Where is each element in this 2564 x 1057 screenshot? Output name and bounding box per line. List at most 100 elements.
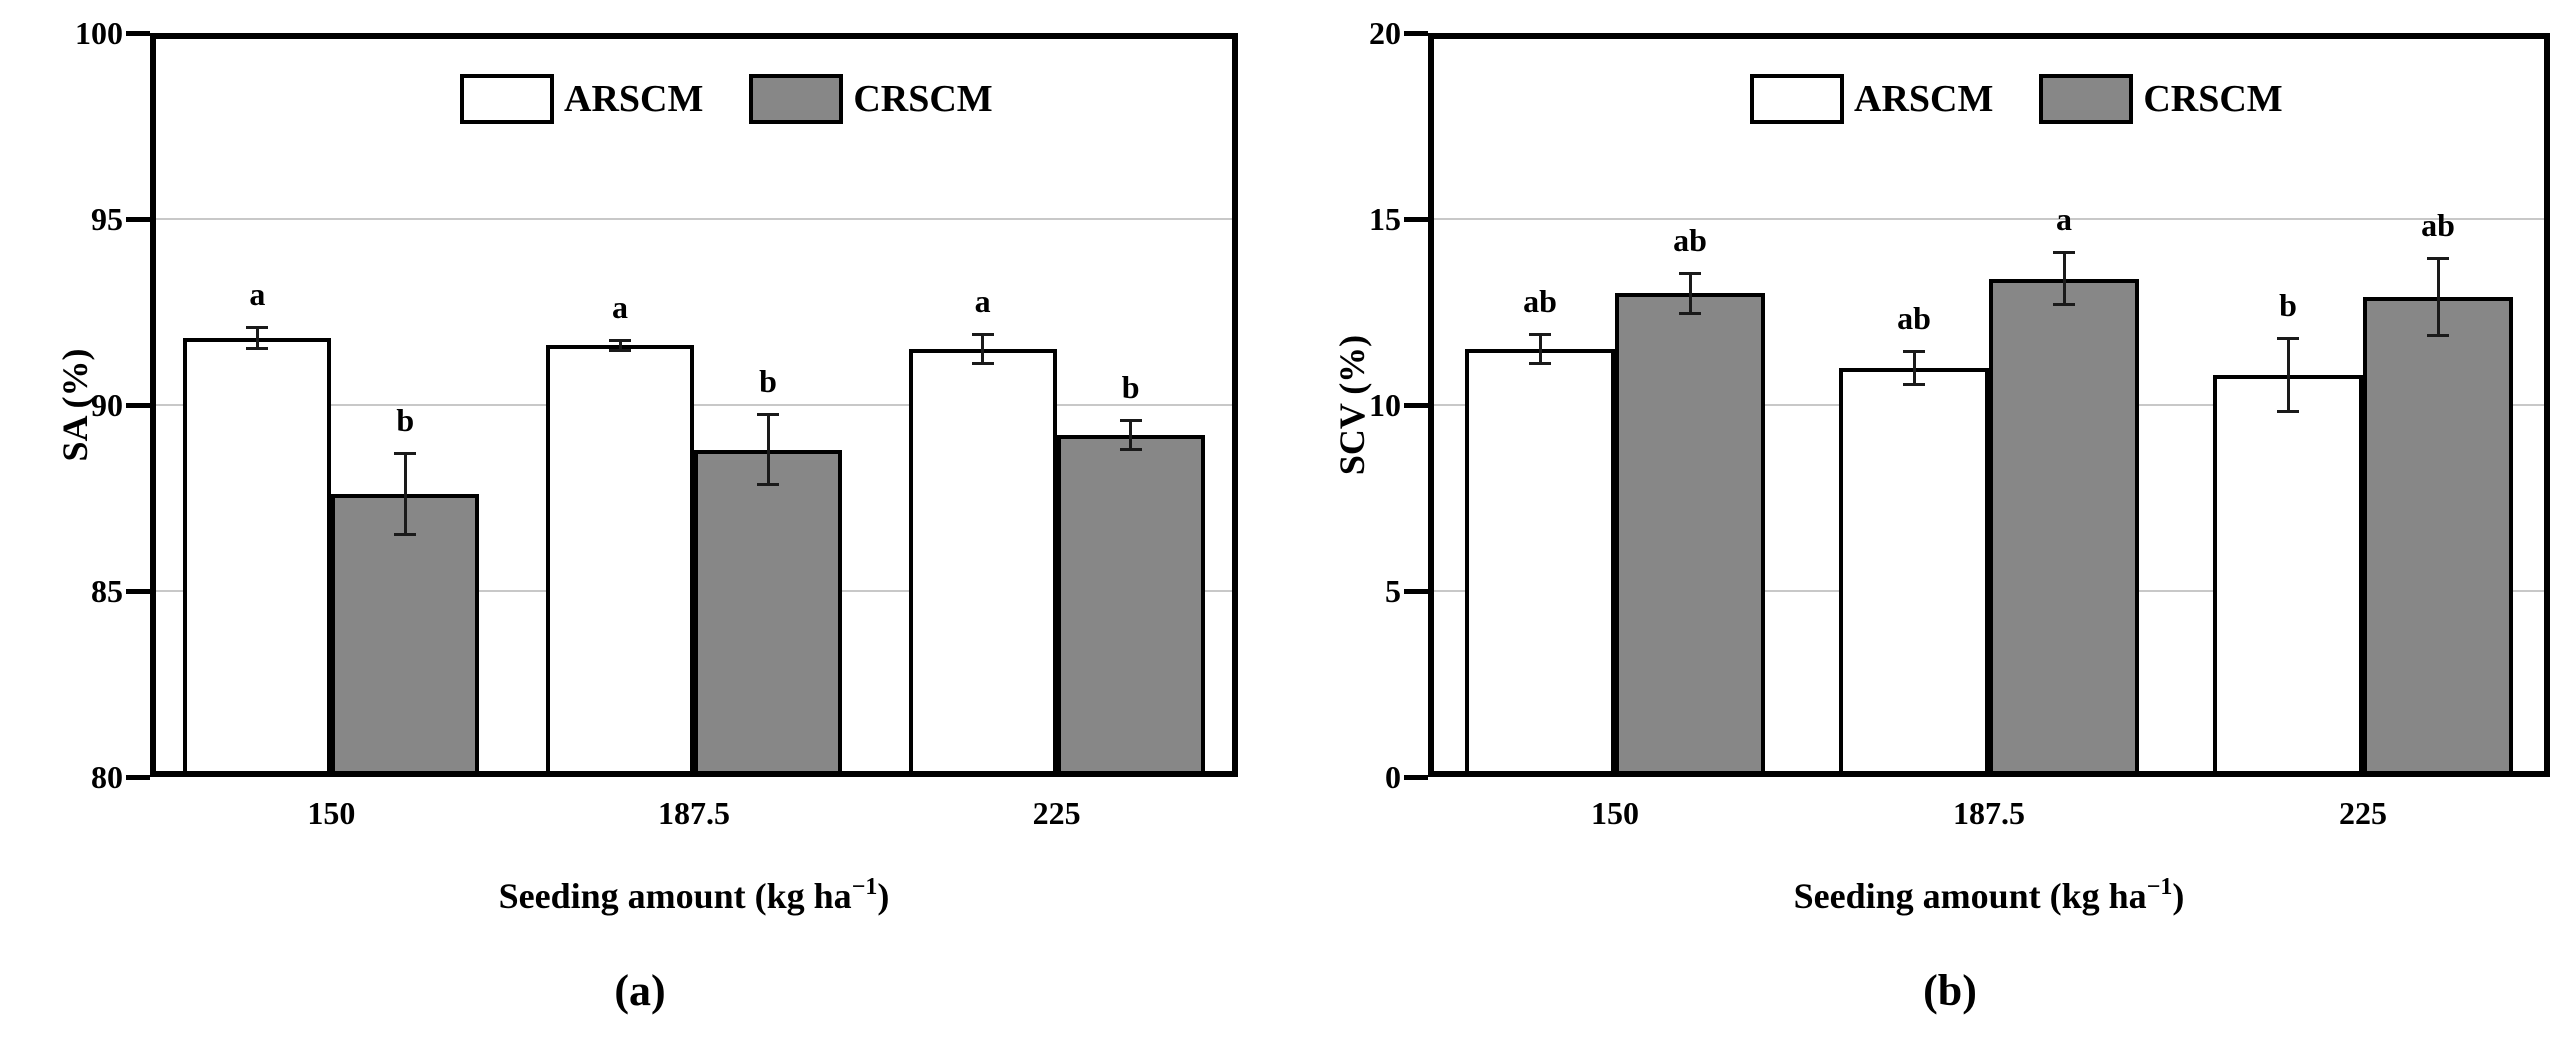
legend-label-crscm: CRSCM	[2143, 78, 2283, 120]
plot-area-b	[1428, 33, 2550, 777]
x-tick-label-225: 225	[1032, 795, 1081, 831]
error-bar-arscm-225	[981, 334, 985, 365]
gridline-10	[1428, 404, 2550, 406]
legend-b: ARSCM CRSCM	[1750, 74, 2329, 124]
gridline-95	[150, 218, 1238, 220]
bar-arscm-150	[1465, 349, 1615, 777]
sig-letter-arscm-187.5: ab	[1897, 300, 1931, 337]
error-cap-bottom-arscm-150	[246, 347, 269, 351]
error-bar-crscm-225	[2436, 258, 2440, 337]
y-tick-label-20: 20	[1369, 15, 1401, 51]
error-cap-top-arscm-225	[2277, 337, 2299, 341]
sig-letter-crscm-150: b	[396, 402, 415, 439]
x-axis-title-a-superscript: −1	[851, 874, 878, 900]
y-tick-label-90: 90	[91, 387, 123, 423]
error-cap-top-crscm-187.5	[757, 413, 779, 417]
y-tick-mark-10	[1404, 402, 1428, 408]
error-cap-top-arscm-225	[971, 333, 994, 337]
error-cap-top-arscm-150	[1529, 333, 1551, 337]
panel-caption-a: (a)	[614, 966, 666, 1015]
error-cap-top-crscm-187.5	[2053, 251, 2075, 255]
x-axis-title-b: Seeding amount (kg ha−1)	[1639, 866, 2339, 917]
y-tick-mark-20	[1404, 30, 1428, 36]
y-tick-mark-80	[126, 774, 150, 780]
bar-arscm-187.5	[546, 345, 694, 777]
error-bar-arscm-225	[2286, 338, 2290, 413]
error-cap-top-arscm-187.5	[1903, 350, 1925, 354]
sig-letter-crscm-187.5: b	[759, 363, 777, 400]
y-tick-label-100: 100	[75, 15, 123, 51]
y-tick-label-5: 5	[1385, 573, 1401, 609]
bar-arscm-225	[2213, 375, 2363, 777]
sig-letter-crscm-225: b	[1121, 368, 1140, 405]
bar-crscm-187.5	[1989, 278, 2139, 777]
legend-label-crscm: CRSCM	[853, 78, 993, 120]
y-tick-label-0: 0	[1385, 759, 1401, 795]
x-axis-title-a: Seeding amount (kg ha−1)	[344, 866, 1044, 917]
bar-crscm-150	[331, 494, 480, 777]
plot-area-a	[150, 33, 1238, 777]
error-cap-bottom-crscm-187.5	[757, 482, 779, 486]
bar-crscm-150	[1615, 293, 1765, 777]
y-tick-label-80: 80	[91, 759, 123, 795]
bar-crscm-225	[2363, 297, 2513, 777]
gridline-85	[150, 590, 1238, 592]
legend-swatch-crscm	[749, 74, 844, 124]
error-bar-arscm-187.5	[618, 339, 622, 352]
gridline-5	[1428, 590, 2550, 592]
error-cap-top-crscm-225	[2427, 257, 2449, 261]
bar-crscm-187.5	[694, 449, 842, 777]
error-bar-arscm-150	[1538, 334, 1542, 365]
sig-letter-arscm-225: a	[974, 283, 991, 320]
y-tick-mark-85	[126, 588, 150, 594]
error-cap-bottom-crscm-225	[2427, 334, 2449, 338]
sig-letter-arscm-150: a	[249, 275, 266, 312]
legend-label-arscm: ARSCM	[564, 78, 704, 120]
error-bar-crscm-150	[403, 453, 407, 536]
sig-letter-crscm-225: ab	[2421, 207, 2455, 244]
error-cap-top-arscm-150	[246, 325, 269, 329]
gridline-90	[150, 404, 1238, 406]
error-cap-bottom-crscm-150	[394, 533, 417, 537]
legend-label-arscm: ARSCM	[1854, 78, 1994, 120]
x-axis-title-a-close: )	[877, 876, 890, 916]
legend-swatch-arscm	[460, 74, 554, 124]
legend-swatch-crscm	[2039, 74, 2134, 124]
error-cap-top-crscm-150	[1679, 271, 1701, 275]
x-tick-label-225: 225	[2339, 795, 2387, 831]
error-cap-bottom-arscm-150	[1529, 362, 1551, 366]
y-tick-label-85: 85	[91, 573, 123, 609]
y-axis-title-scv: SCV (%)	[1332, 334, 1372, 476]
bar-arscm-150	[183, 338, 332, 777]
error-bar-crscm-225	[1129, 419, 1133, 450]
panel-caption-b: (b)	[1923, 966, 1977, 1015]
error-cap-bottom-arscm-187.5	[1903, 382, 1925, 386]
y-tick-mark-95	[126, 216, 150, 222]
error-bar-crscm-187.5	[766, 414, 770, 485]
y-tick-mark-90	[126, 402, 150, 408]
legend-swatch-arscm	[1750, 74, 1844, 124]
y-tick-mark-15	[1404, 216, 1428, 222]
x-tick-label-187.5: 187.5	[658, 795, 730, 831]
error-cap-top-arscm-187.5	[609, 338, 631, 342]
error-cap-bottom-arscm-225	[971, 362, 994, 366]
gridline-15	[1428, 218, 2550, 220]
error-bar-crscm-187.5	[2062, 252, 2066, 305]
x-tick-label-187.5: 187.5	[1953, 795, 2025, 831]
y-axis-title-sa: SA (%)	[55, 348, 95, 462]
y-tick-label-15: 15	[1369, 201, 1401, 237]
x-axis-title-b-close: )	[2172, 876, 2185, 916]
error-bar-arscm-187.5	[1912, 351, 1916, 385]
bar-arscm-225	[908, 349, 1057, 777]
sig-letter-crscm-187.5: a	[2056, 201, 2072, 238]
sig-letter-arscm-225: b	[2279, 287, 2297, 324]
error-bar-arscm-150	[255, 326, 259, 350]
error-cap-bottom-arscm-187.5	[609, 349, 631, 353]
y-tick-mark-0	[1404, 774, 1428, 780]
bar-crscm-225	[1056, 434, 1205, 777]
error-bar-crscm-150	[1688, 272, 1692, 314]
bar-arscm-187.5	[1839, 367, 1989, 777]
y-tick-label-10: 10	[1369, 387, 1401, 423]
